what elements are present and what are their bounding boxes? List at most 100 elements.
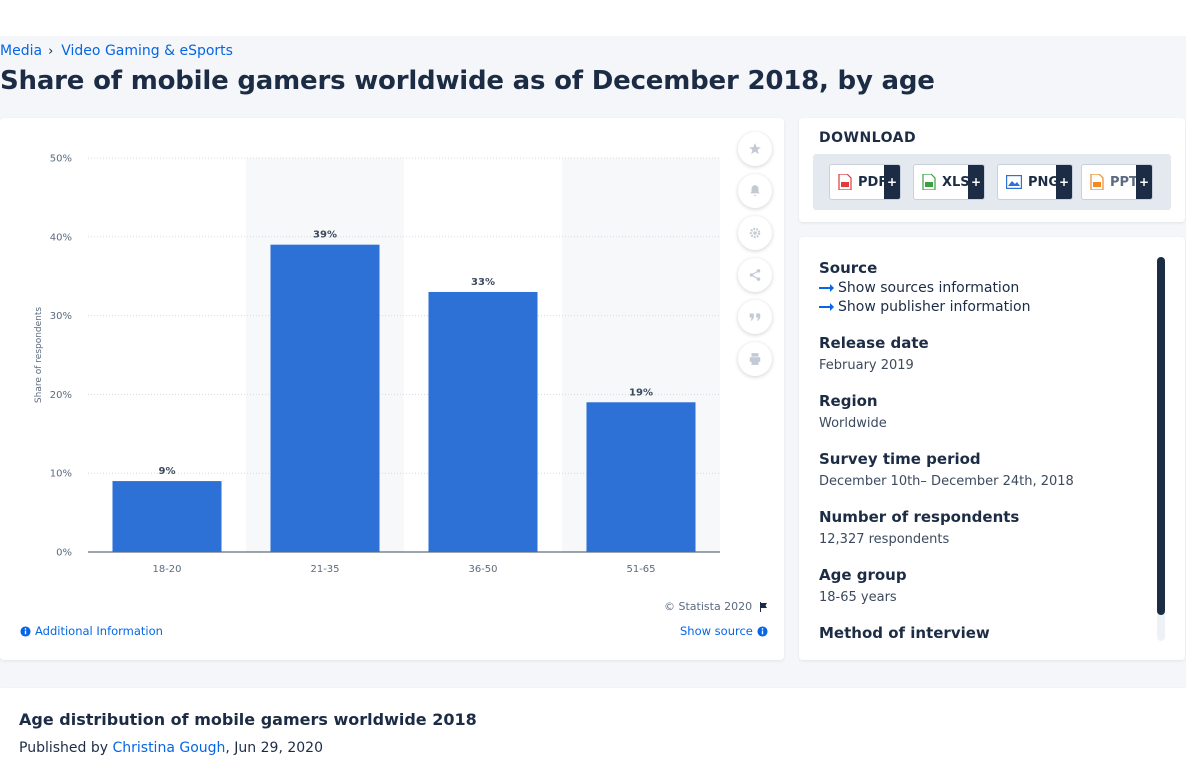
respondents-label: Number of respondents — [819, 508, 1020, 526]
release-date-section: Release date February 2019 — [819, 334, 1149, 373]
download-pdf-label: PDF — [858, 174, 888, 190]
age-group-section: Age group 18-65 years — [819, 566, 1149, 605]
top-bar — [0, 0, 1186, 36]
details-scrollbar-thumb[interactable] — [1157, 257, 1165, 615]
download-png-label: PNG — [1028, 174, 1060, 190]
quote-icon — [749, 313, 761, 321]
region-section: Region Worldwide — [819, 392, 1149, 431]
release-date-value: February 2019 — [819, 358, 914, 373]
report-date: , Jun 29, 2020 — [225, 740, 323, 756]
x-tick-label: 21-35 — [310, 564, 339, 575]
y-tick-label: 40% — [50, 232, 72, 243]
xls-file-icon — [922, 174, 936, 190]
favorite-button[interactable] — [738, 132, 772, 166]
png-file-icon — [1006, 175, 1022, 189]
page-title: Share of mobile gamers worldwide as of D… — [0, 66, 935, 96]
additional-information-label: Additional Information — [35, 624, 163, 638]
show-sources-label: Show sources information — [838, 280, 1020, 296]
download-ppt-button[interactable]: PPT + — [1081, 164, 1153, 200]
copyright-text: © Statista 2020 — [664, 600, 753, 613]
share-button[interactable] — [738, 258, 772, 292]
arrow-right-icon — [819, 284, 834, 292]
author-link[interactable]: Christina Gough — [112, 740, 226, 756]
details-scrollbar[interactable] — [1157, 257, 1165, 641]
report-title: Age distribution of mobile gamers worldw… — [19, 710, 477, 729]
print-button[interactable] — [738, 342, 772, 376]
arrow-right-icon — [819, 303, 834, 311]
bar-18-20 — [112, 481, 222, 552]
bar-36-50 — [428, 291, 538, 552]
flag-icon[interactable] — [758, 601, 770, 613]
data-label: 9% — [159, 466, 176, 477]
download-xls-button[interactable]: XLS + — [913, 164, 985, 200]
report-publisher: Published by Christina Gough, Jun 29, 20… — [19, 740, 323, 756]
additional-information-link[interactable]: Additional Information — [20, 624, 163, 638]
breadcrumb: Media › Video Gaming & eSports — [0, 43, 233, 59]
download-pdf-button[interactable]: PDF + — [829, 164, 901, 200]
source-section: Source Show sources information Show pub… — [819, 259, 1149, 315]
age-group-label: Age group — [819, 566, 907, 584]
info-icon — [757, 625, 768, 637]
show-publisher-label: Show publisher information — [838, 299, 1031, 315]
x-tick-label: 51-65 — [626, 564, 655, 575]
bar-51-65 — [586, 402, 696, 552]
print-icon — [749, 353, 761, 365]
release-date-label: Release date — [819, 334, 929, 352]
star-icon — [749, 143, 761, 155]
published-by-label: Published by — [19, 740, 109, 756]
download-xls-label: XLS — [942, 174, 970, 190]
copyright: © Statista 2020 — [664, 600, 770, 613]
share-icon — [749, 269, 761, 281]
method-label: Method of interview — [819, 624, 990, 642]
show-publisher-link[interactable]: Show publisher information — [819, 299, 1149, 315]
survey-period-value: December 10th– December 24th, 2018 — [819, 474, 1074, 489]
download-ppt-label: PPT — [1110, 174, 1138, 190]
breadcrumb-separator: › — [48, 43, 54, 59]
data-label: 39% — [313, 230, 337, 241]
info-icon — [20, 625, 31, 637]
settings-button[interactable] — [738, 216, 772, 250]
cite-button[interactable] — [738, 300, 772, 334]
show-source-label: Show source — [680, 624, 753, 638]
show-sources-link[interactable]: Show sources information — [819, 280, 1149, 296]
gear-icon — [749, 227, 761, 239]
survey-period-section: Survey time period December 10th– Decemb… — [819, 450, 1149, 489]
plus-icon: + — [1056, 165, 1072, 199]
y-tick-label: 50% — [50, 154, 72, 165]
chart-card: 0% 10% 20% 30% 40% 50% Share of respondents 9% 1… — [0, 118, 784, 660]
ppt-file-icon — [1090, 174, 1104, 190]
data-label: 33% — [471, 277, 495, 288]
chart-tools — [738, 132, 772, 384]
respondents-section: Number of respondents 12,327 respondents — [819, 508, 1149, 547]
y-tick-label: 20% — [50, 390, 72, 401]
method-section: Method of interview — [819, 624, 1149, 642]
show-source-link[interactable]: Show source — [680, 624, 768, 638]
report-card: Age distribution of mobile gamers worldw… — [0, 688, 1186, 760]
download-card: DOWNLOAD PDF + XLS + PNG + PPT + — [799, 118, 1185, 222]
region-value: Worldwide — [819, 416, 887, 431]
pdf-file-icon — [838, 174, 852, 190]
region-label: Region — [819, 392, 878, 410]
respondents-value: 12,327 respondents — [819, 532, 950, 547]
y-tick-label: 10% — [50, 469, 72, 480]
bell-icon — [750, 185, 760, 197]
plus-icon: + — [968, 165, 984, 199]
plus-icon: + — [1136, 165, 1152, 199]
download-bar: PDF + XLS + PNG + PPT + — [813, 154, 1171, 210]
statistic-details-card: Source Show sources information Show pub… — [799, 237, 1185, 660]
y-tick-label: 0% — [56, 548, 72, 559]
breadcrumb-media[interactable]: Media — [0, 43, 43, 59]
survey-period-label: Survey time period — [819, 450, 981, 468]
x-tick-label: 18-20 — [152, 564, 181, 575]
breadcrumb-video-gaming[interactable]: Video Gaming & eSports — [61, 43, 233, 59]
age-group-value: 18-65 years — [819, 590, 897, 605]
notification-button[interactable] — [738, 174, 772, 208]
source-label: Source — [819, 259, 878, 277]
plus-icon: + — [884, 165, 900, 199]
download-png-button[interactable]: PNG + — [997, 164, 1073, 200]
statistic-details: Source Show sources information Show pub… — [819, 259, 1149, 660]
y-axis-label: Share of respondents — [34, 307, 44, 404]
x-tick-label: 36-50 — [468, 564, 497, 575]
download-title: DOWNLOAD — [819, 130, 917, 146]
bar-21-35 — [270, 244, 380, 552]
